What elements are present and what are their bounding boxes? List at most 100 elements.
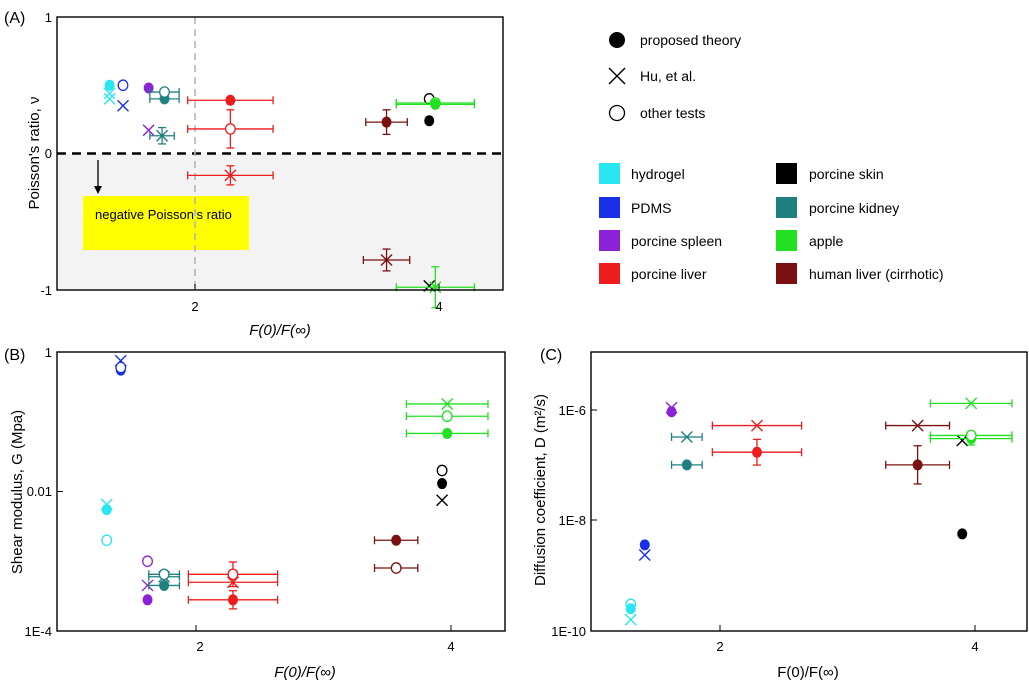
panel-b-marks: [100, 354, 489, 610]
panel-a-point-liver-cross: [187, 165, 274, 186]
legend-swatch-pdms: [599, 197, 620, 218]
cross-marker-stroke-b: [441, 397, 454, 410]
cross-marker-stroke-b: [436, 494, 449, 507]
panel-a-point-skin-filled: [424, 115, 435, 127]
panel-b-ytick-label-0.01: 0.01: [27, 484, 52, 499]
cross-marker-stroke-b: [142, 124, 155, 137]
panel-b-point-spleen-filled: [142, 594, 153, 606]
panel-a-negative-box: [83, 196, 249, 250]
legend-swatch-liver: [599, 263, 620, 284]
panel-a-marks: [103, 79, 476, 309]
filled-circle-marker: [639, 539, 650, 551]
panel-c-point-skin-filled: [957, 528, 968, 540]
panel-b-point-skin-filled: [437, 478, 448, 490]
open-circle-marker: [965, 429, 977, 442]
filled-circle-marker: [159, 579, 170, 591]
filled-circle-marker: [442, 427, 453, 439]
open-circle-marker: [117, 79, 129, 92]
filled-circle-marker: [681, 459, 692, 471]
panel-a-point-hydrogel-cross: [103, 92, 116, 105]
panel-b-point-pdms-open: [115, 361, 127, 374]
panel-a-white-region: [57, 17, 503, 154]
legend-pdms-label: PDMS: [631, 200, 671, 216]
panel-c-xtick-label-2: 2: [716, 639, 723, 654]
panel-a-xtick-label-4: 4: [435, 299, 442, 314]
panel-a-point-liver-open: [187, 109, 274, 149]
panel-b-point-spleen-cross: [141, 579, 154, 592]
panel-a: negative Poisson's ratio 1 0 -1 2 4 F(0)…: [4, 10, 504, 339]
legend-swatch-human-liver: [776, 263, 797, 284]
panel-a-arrow-head: [94, 186, 102, 194]
legend-other-tests-label: other tests: [640, 105, 705, 121]
panel-b-point-human-liver-open: [373, 562, 419, 574]
legend-kidney-label: porcine kidney: [809, 200, 899, 216]
panel-b-frame: [56, 351, 506, 632]
filled-circle-marker: [437, 478, 448, 490]
panel-b-point-apple-open: [405, 410, 489, 423]
legend-filled-circle-icon: [609, 32, 625, 48]
panel-b-point-hydrogel-filled: [101, 504, 112, 516]
panel-a-ylabel: Poisson's ratio, ν: [26, 97, 43, 210]
panel-b-point-spleen-open: [142, 555, 154, 568]
panel-c-xtick-label-4: 4: [971, 639, 978, 654]
filled-circle-marker: [142, 594, 153, 606]
filled-circle-marker: [666, 406, 677, 418]
panel-b-xtick-label-2: 2: [196, 639, 203, 654]
panel-c-point-hydrogel-filled: [625, 603, 636, 615]
panel-a-point-human-liver-cross: [362, 248, 411, 272]
panel-a-ytick-label-1: 1: [45, 10, 52, 25]
cross-marker-stroke-b: [680, 430, 693, 443]
filled-circle-marker: [227, 594, 238, 606]
panel-b-xlabel: F(0)/F(∞): [274, 664, 336, 681]
panel-b-point-kidney-open: [148, 568, 181, 581]
filled-circle-marker: [625, 603, 636, 615]
panel-a-point-hydrogel-cross: [103, 87, 116, 100]
open-circle-marker: [142, 555, 154, 568]
filled-circle-marker: [391, 534, 402, 546]
legend-proposed-theory-label: proposed theory: [640, 32, 741, 48]
panel-a-label: (A): [4, 10, 25, 27]
panel-b-point-apple-cross: [405, 397, 489, 410]
panel-a-xlabel: F(0)/F(∞): [249, 322, 311, 339]
panel-b-point-apple-filled: [405, 427, 489, 439]
panel-a-negative-label: negative Poisson's ratio: [95, 207, 232, 222]
panel-b-ytick-label-1: 1: [45, 345, 52, 360]
panel-b-ylabel: Shear modulus, G (Mpa): [9, 410, 26, 574]
legend-cross-icon: [608, 67, 626, 85]
cross-marker-stroke-b: [226, 576, 239, 589]
panel-a-point-pdms-cross: [117, 99, 130, 112]
panel-a-ytick-label-0: 0: [45, 146, 52, 161]
filled-circle-marker: [751, 446, 762, 458]
panel-a-point-pdms-open: [117, 79, 129, 92]
cross-marker-stroke-b: [103, 92, 116, 105]
open-circle-marker: [224, 123, 236, 135]
panel-b-point-skin-cross: [436, 494, 449, 507]
panel-b-xtick-label-4: 4: [447, 639, 454, 654]
legend-swatch-hydrogel: [599, 163, 620, 184]
filled-circle-marker: [381, 116, 392, 128]
panel-a-point-liver-filled: [187, 94, 274, 106]
cross-marker-stroke-b: [429, 281, 442, 294]
legend-swatch-apple: [776, 230, 797, 251]
legend-human-liver-label: human liver (cirrhotic): [809, 266, 944, 282]
panel-a-ytick-label-minus1: -1: [40, 283, 52, 298]
filled-circle-marker: [101, 504, 112, 516]
filled-circle-marker: [424, 115, 435, 127]
panel-b-ytick-label-1e-4: 1E-4: [25, 624, 52, 639]
cross-marker-stroke-b: [911, 419, 924, 432]
open-circle-marker: [158, 568, 170, 581]
panel-c-point-pdms-filled: [639, 539, 650, 551]
panel-c-frame: [590, 351, 1028, 632]
open-circle-marker: [101, 534, 113, 547]
panel-c-point-pdms-cross: [638, 549, 651, 562]
panel-b-point-human-liver-filled: [373, 534, 419, 546]
panel-c-point-human-liver-filled: [885, 445, 951, 485]
panel-c-ytick-label-1e-8: 1E-8: [559, 513, 586, 528]
legend-apple-label: apple: [809, 233, 843, 249]
legend-liver-label: porcine liver: [631, 266, 707, 282]
panel-c: 1E-6 1E-8 1E-10 2 4 F(0)/F(∞) Diffusion …: [532, 347, 1028, 681]
panel-a-point-spleen-filled: [143, 82, 154, 94]
legend-skin-label: porcine skin: [809, 166, 884, 182]
filled-circle-marker: [104, 79, 115, 91]
